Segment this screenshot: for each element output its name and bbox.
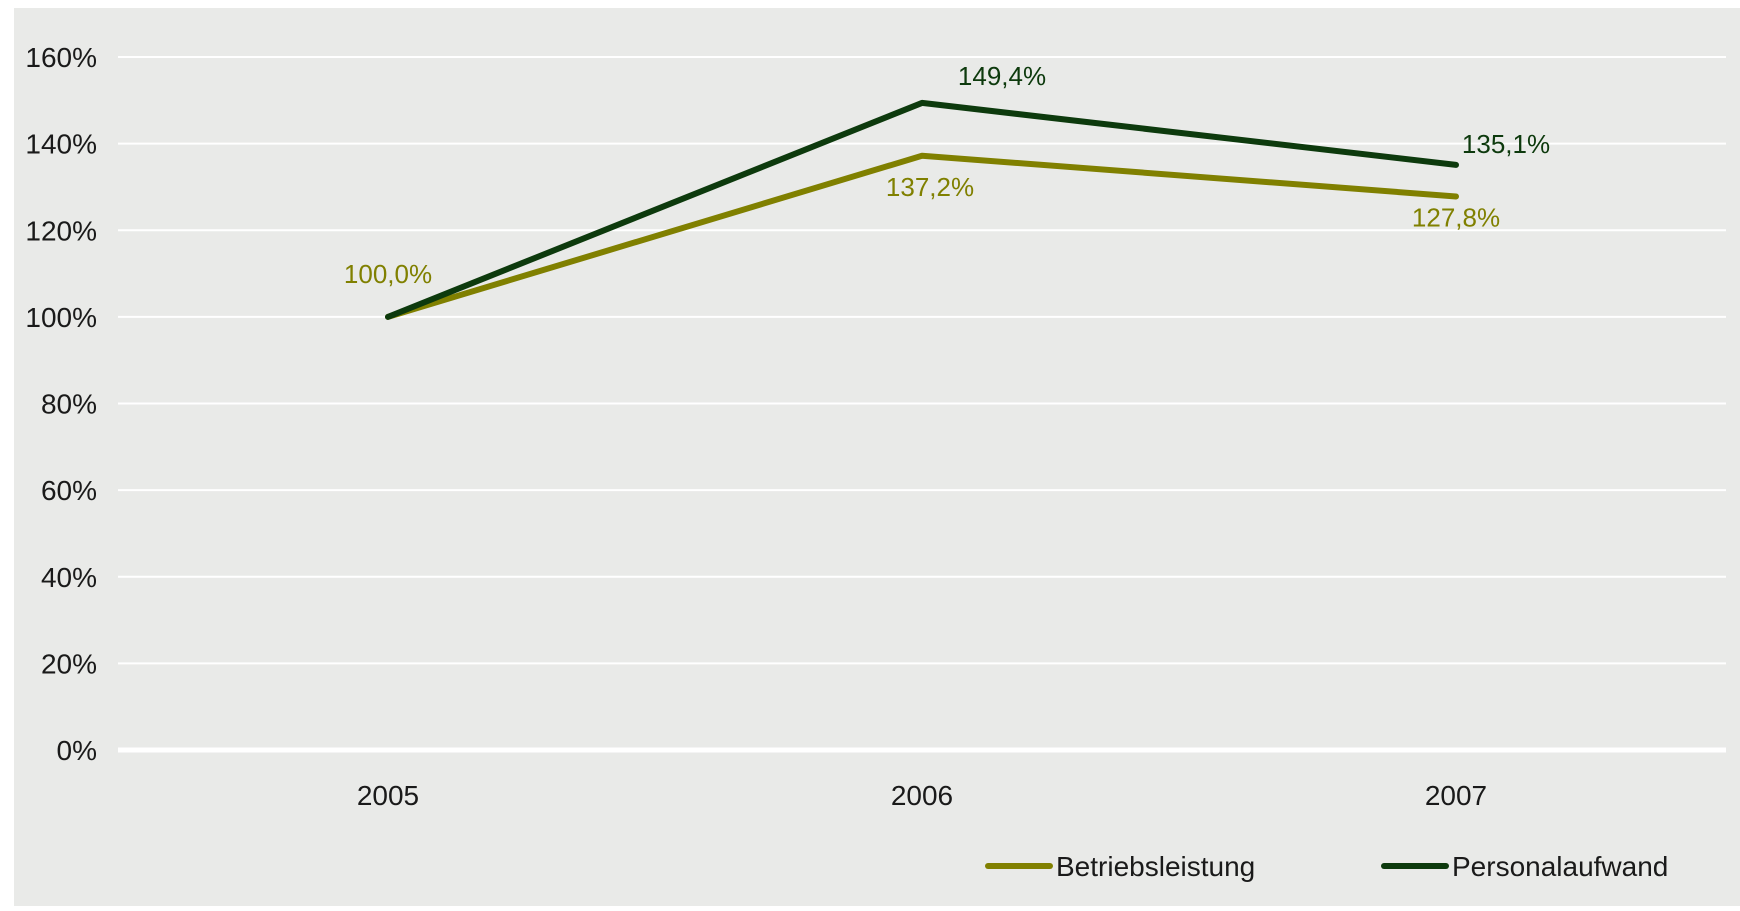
data-label: 135,1%: [1462, 129, 1550, 159]
series-line-betriebsleistung: [385, 152, 1459, 320]
x-axis-ticks: 2005 2006 2007: [357, 780, 1487, 811]
gridlines: [118, 56, 1726, 753]
y-tick-label: 60%: [41, 475, 97, 506]
y-axis-ticks: 0% 20% 40% 60% 80% 100% 120% 140% 160%: [25, 42, 97, 766]
y-tick-label: 0%: [57, 735, 97, 766]
y-tick-label: 120%: [25, 215, 97, 246]
series-lines: [385, 99, 1459, 320]
data-label: 149,4%: [958, 61, 1046, 91]
series-line-personalaufwand: [385, 99, 1459, 320]
data-label: 100,0%: [344, 259, 432, 289]
plot-background: [14, 8, 1740, 906]
x-tick-label: 2007: [1425, 780, 1487, 811]
y-tick-label: 160%: [25, 42, 97, 73]
y-tick-label: 80%: [41, 389, 97, 420]
y-tick-label: 40%: [41, 562, 97, 593]
data-label: 127,8%: [1412, 202, 1500, 232]
legend: Betriebsleistung Personalaufwand: [985, 851, 1668, 882]
data-labels: 100,0% 137,2% 127,8% 149,4% 135,1%: [344, 61, 1550, 289]
y-tick-label: 140%: [25, 129, 97, 160]
legend-label: Betriebsleistung: [1056, 851, 1255, 882]
legend-label: Personalaufwand: [1452, 851, 1668, 882]
y-tick-label: 100%: [25, 302, 97, 333]
x-tick-label: 2006: [891, 780, 953, 811]
x-tick-label: 2005: [357, 780, 419, 811]
data-label: 137,2%: [886, 172, 974, 202]
y-tick-label: 20%: [41, 648, 97, 679]
